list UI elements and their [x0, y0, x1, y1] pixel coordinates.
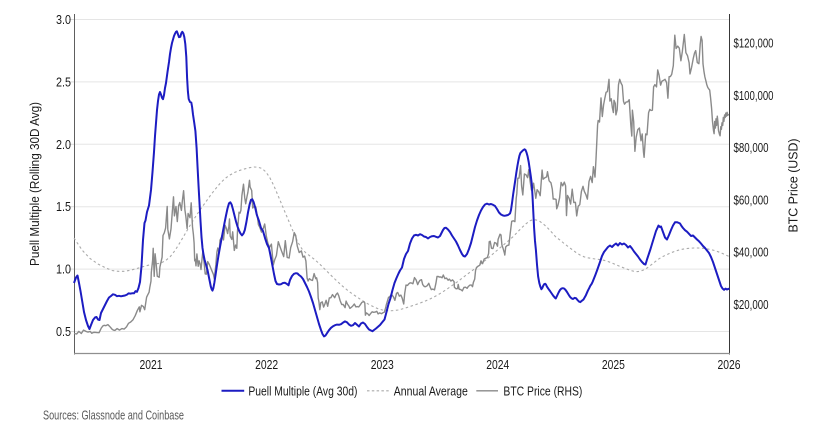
- svg-text:$100,000: $100,000: [734, 88, 774, 103]
- svg-text:Puell Multiple (Rolling 30D Av: Puell Multiple (Rolling 30D Avg): [27, 102, 42, 266]
- svg-text:Puell Multiple (Avg 30d): Puell Multiple (Avg 30d): [248, 384, 357, 399]
- svg-text:2024: 2024: [486, 357, 509, 372]
- svg-text:$80,000: $80,000: [734, 140, 769, 155]
- svg-text:2025: 2025: [602, 357, 625, 372]
- svg-text:0.5: 0.5: [56, 324, 71, 339]
- svg-text:2026: 2026: [718, 357, 741, 372]
- svg-text:1.5: 1.5: [56, 199, 71, 214]
- svg-text:2022: 2022: [255, 357, 278, 372]
- svg-text:$120,000: $120,000: [734, 36, 774, 51]
- svg-text:1.0: 1.0: [56, 262, 71, 277]
- svg-text:2.0: 2.0: [56, 137, 71, 152]
- svg-text:2023: 2023: [371, 357, 394, 372]
- svg-text:2.5: 2.5: [56, 74, 71, 89]
- svg-text:3.0: 3.0: [56, 12, 71, 27]
- svg-text:Sources: Glassnode and Coinbas: Sources: Glassnode and Coinbase: [43, 409, 184, 423]
- svg-text:$60,000: $60,000: [734, 192, 769, 207]
- svg-text:$40,000: $40,000: [734, 245, 769, 260]
- svg-text:BTC Price (RHS): BTC Price (RHS): [503, 384, 582, 399]
- svg-text:Annual Average: Annual Average: [394, 384, 468, 399]
- svg-text:2021: 2021: [140, 357, 163, 372]
- svg-text:$20,000: $20,000: [734, 297, 769, 312]
- svg-text:BTC Price (USD): BTC Price (USD): [786, 139, 801, 233]
